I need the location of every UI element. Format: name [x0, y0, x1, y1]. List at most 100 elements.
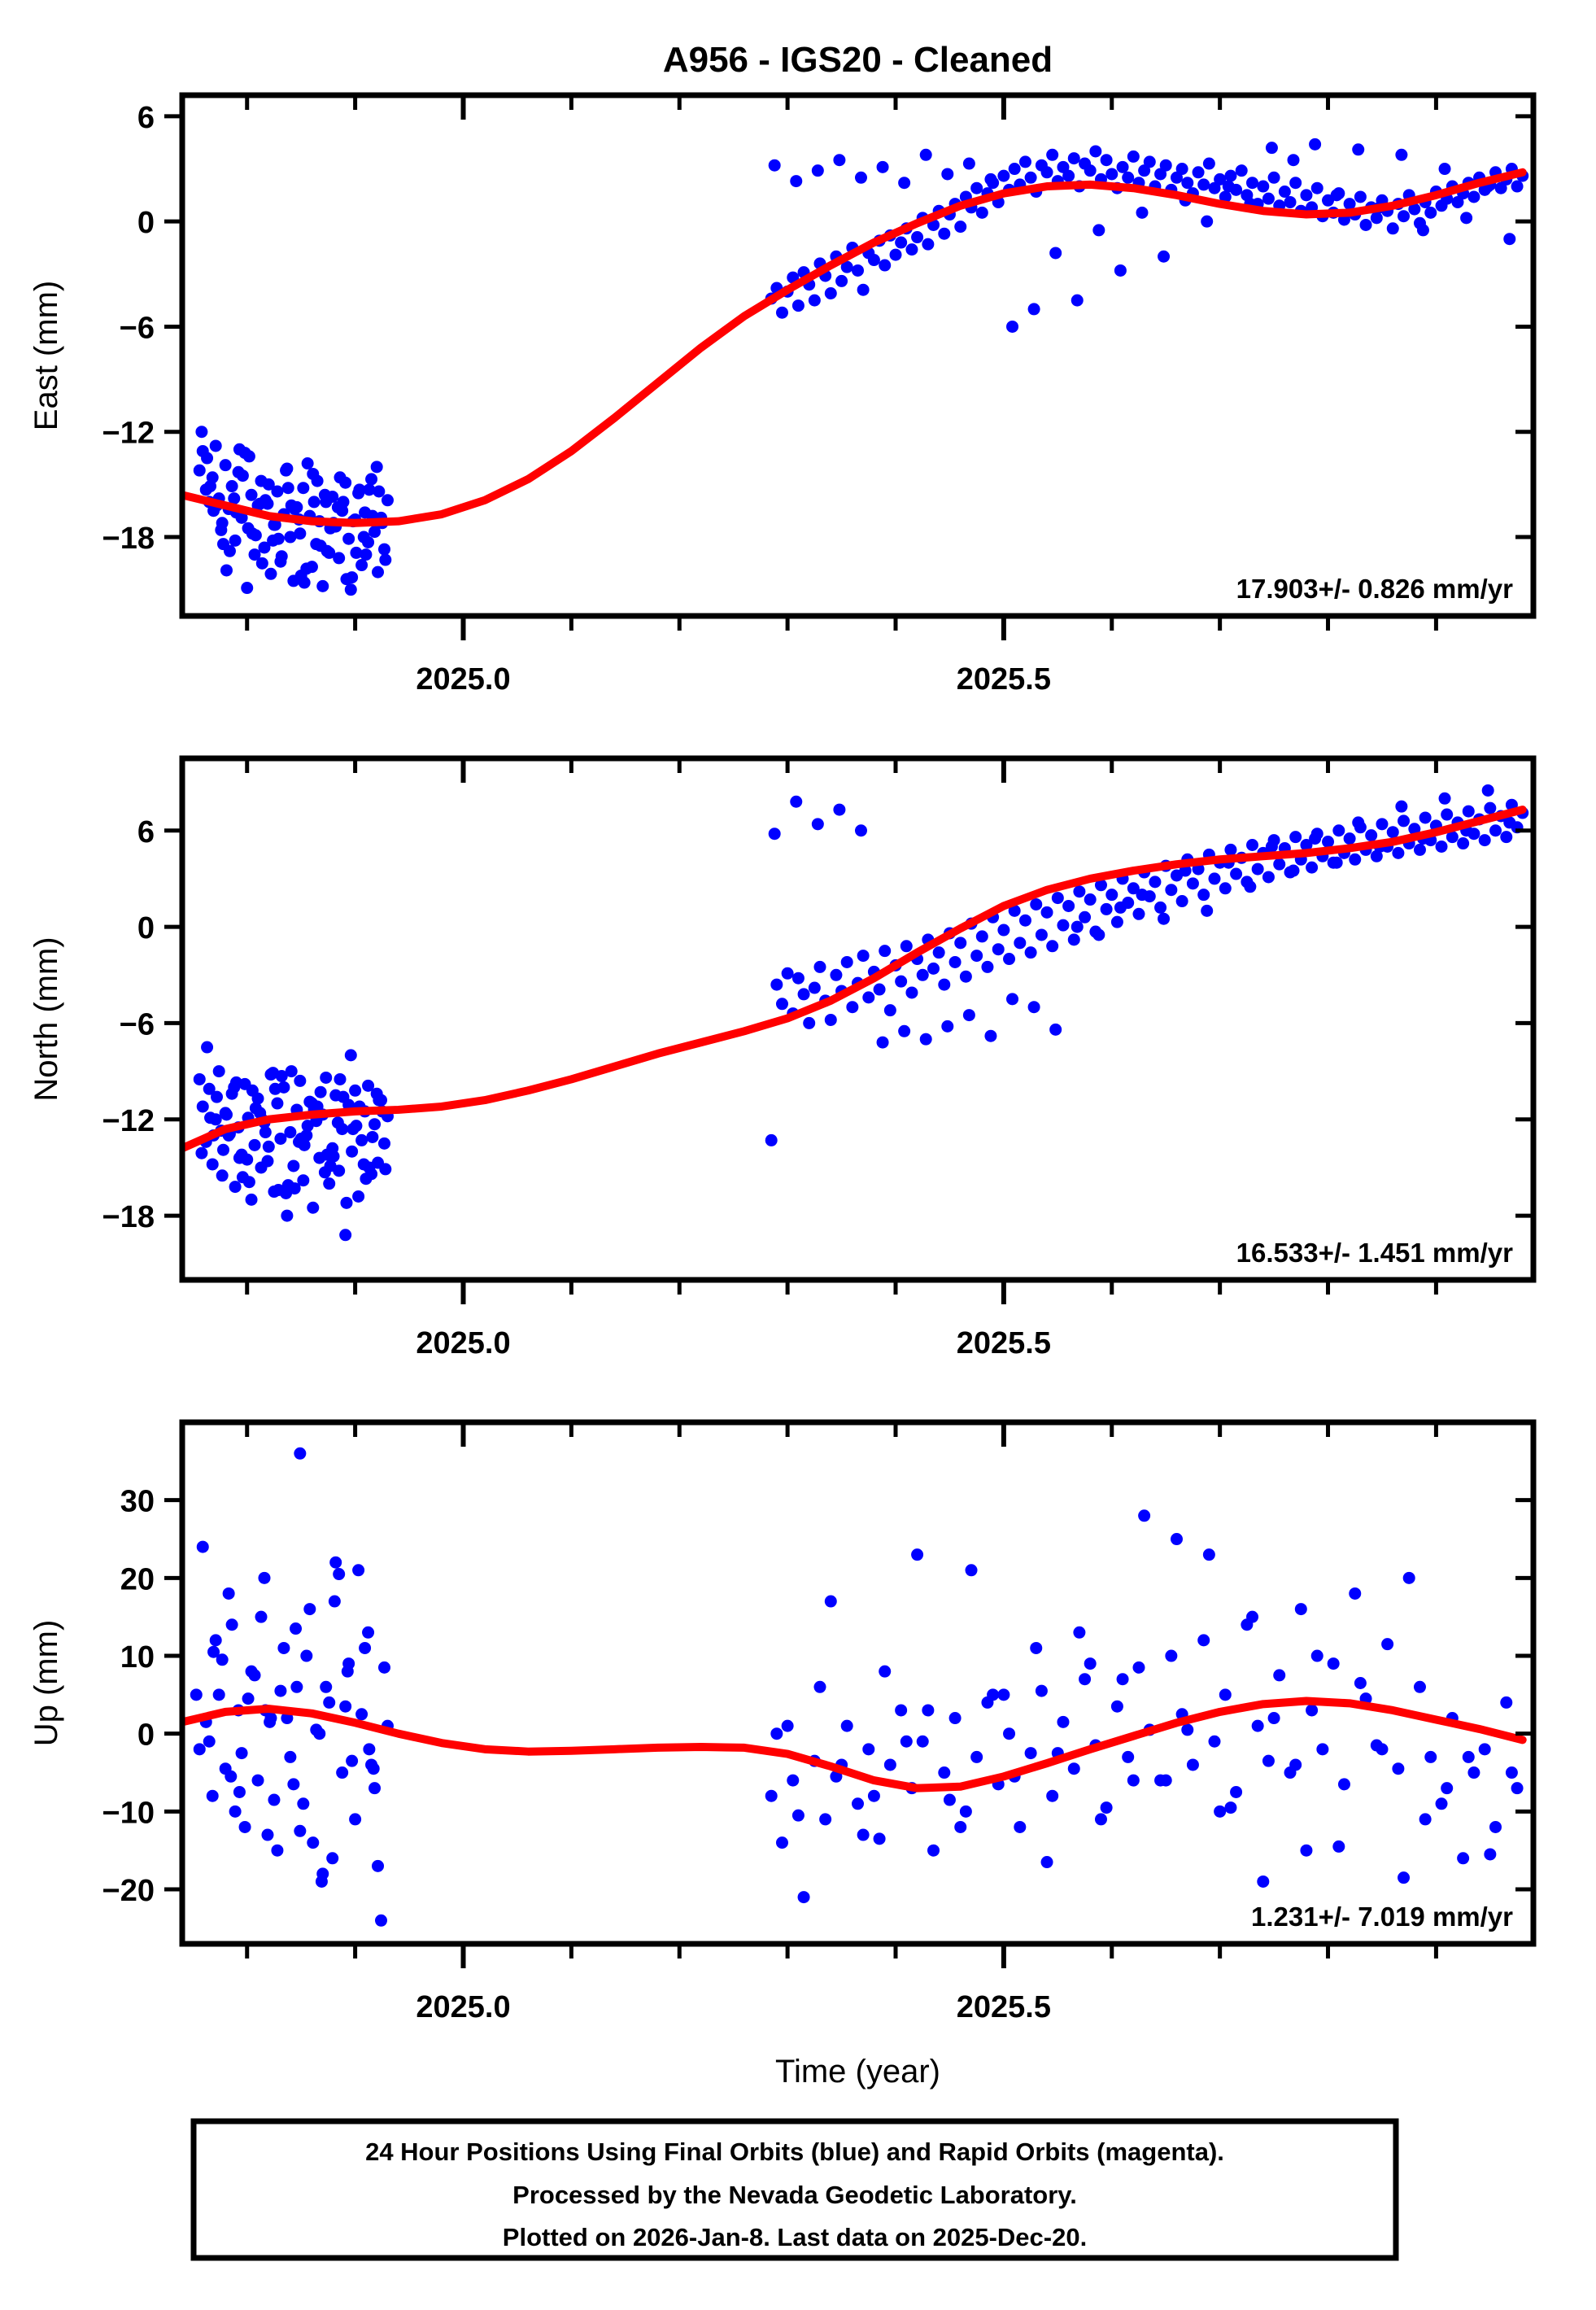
data-point [1257, 1875, 1270, 1888]
data-point [201, 1041, 214, 1054]
data-point [970, 950, 983, 963]
data-point [1251, 862, 1264, 876]
data-point [1105, 889, 1119, 902]
data-point [1040, 1856, 1053, 1869]
data-point [1265, 840, 1278, 853]
data-point [1079, 910, 1092, 924]
data-point [320, 1680, 333, 1693]
data-point [1262, 1754, 1275, 1767]
y-tick-label: 6 [137, 815, 155, 849]
data-point [311, 474, 324, 487]
data-point [297, 482, 310, 495]
data-point [229, 1805, 242, 1818]
data-point [1278, 186, 1291, 199]
data-point [294, 1824, 307, 1837]
data-point [1265, 142, 1278, 155]
data-point [340, 573, 353, 586]
data-point [307, 496, 321, 509]
data-point [274, 1684, 287, 1697]
data-point [1489, 824, 1502, 837]
data-point [819, 1813, 832, 1826]
data-point [238, 1820, 251, 1833]
data-point [808, 981, 821, 994]
data-point [1006, 993, 1019, 1006]
data-point [962, 1009, 975, 1022]
data-point [1067, 152, 1080, 165]
data-point [346, 1754, 359, 1767]
data-point [294, 1447, 307, 1460]
data-point [948, 955, 962, 968]
data-point [1481, 784, 1494, 797]
y-tick-label: −18 [102, 1200, 155, 1234]
data-point [916, 1735, 929, 1748]
data-point [248, 1138, 261, 1151]
data-point [1300, 189, 1313, 202]
data-point [267, 1067, 280, 1080]
data-point [1084, 164, 1097, 177]
data-point [1127, 150, 1140, 163]
data-point [368, 1782, 382, 1795]
data-point [352, 1564, 365, 1577]
data-point [1398, 210, 1411, 223]
y-tick-label: −6 [120, 311, 155, 345]
data-point [1332, 824, 1345, 837]
data-point [1049, 247, 1062, 260]
data-point [1354, 1677, 1367, 1689]
data-point [1500, 1696, 1513, 1709]
data-point [284, 1750, 297, 1763]
data-point [1003, 953, 1016, 966]
data-point [242, 1176, 255, 1189]
data-point [1309, 832, 1322, 845]
data-point [334, 1072, 347, 1085]
data-point [997, 924, 1010, 937]
data-point [215, 523, 228, 536]
data-point [350, 1120, 363, 1133]
data-point [1484, 801, 1497, 814]
data-point [233, 1785, 246, 1798]
data-point [326, 1852, 339, 1865]
trend-line-up [182, 1696, 1527, 1793]
data-point [284, 531, 297, 544]
data-point [919, 1033, 932, 1046]
y-axis-title-east: East (mm) [28, 281, 64, 430]
data-point [992, 943, 1005, 956]
data-point [770, 1727, 783, 1740]
y-tick-label: 10 [120, 1640, 155, 1675]
x-tick-label: 2025.5 [957, 662, 1051, 696]
data-point [281, 482, 294, 495]
data-point [1105, 168, 1119, 181]
data-point [370, 461, 383, 474]
data-point [285, 499, 298, 512]
data-point [900, 940, 913, 953]
y-axis-title-north: North (mm) [28, 937, 64, 1101]
data-point [1376, 1743, 1389, 1756]
data-point [808, 294, 821, 307]
data-point [272, 1184, 285, 1197]
data-point [954, 221, 967, 234]
data-point [357, 531, 370, 544]
data-point [997, 1688, 1010, 1701]
data-point [1462, 805, 1475, 818]
data-point [1027, 303, 1040, 316]
data-point [372, 565, 385, 579]
data-point [350, 546, 363, 559]
data-point [791, 299, 805, 312]
data-point [1395, 148, 1408, 161]
x-tick-label: 2025.5 [957, 1326, 1051, 1360]
data-point [377, 543, 390, 556]
data-point [209, 1634, 222, 1647]
data-point [1100, 154, 1113, 167]
data-point [1071, 294, 1084, 307]
y-tick-label: 6 [137, 101, 155, 135]
panel-north: 6 0 −6 −12 −18 2025.0 2025.5 North (mm) 16.533+/… [28, 755, 1537, 1360]
data-point [883, 1758, 896, 1771]
data-point [268, 518, 281, 531]
trend-line-north [182, 806, 1527, 1153]
data-point [811, 818, 824, 831]
data-point [1067, 933, 1080, 946]
data-point [1089, 145, 1102, 158]
y-tick-label: −18 [102, 522, 155, 556]
data-point [1073, 1626, 1086, 1639]
data-point [281, 1179, 294, 1192]
